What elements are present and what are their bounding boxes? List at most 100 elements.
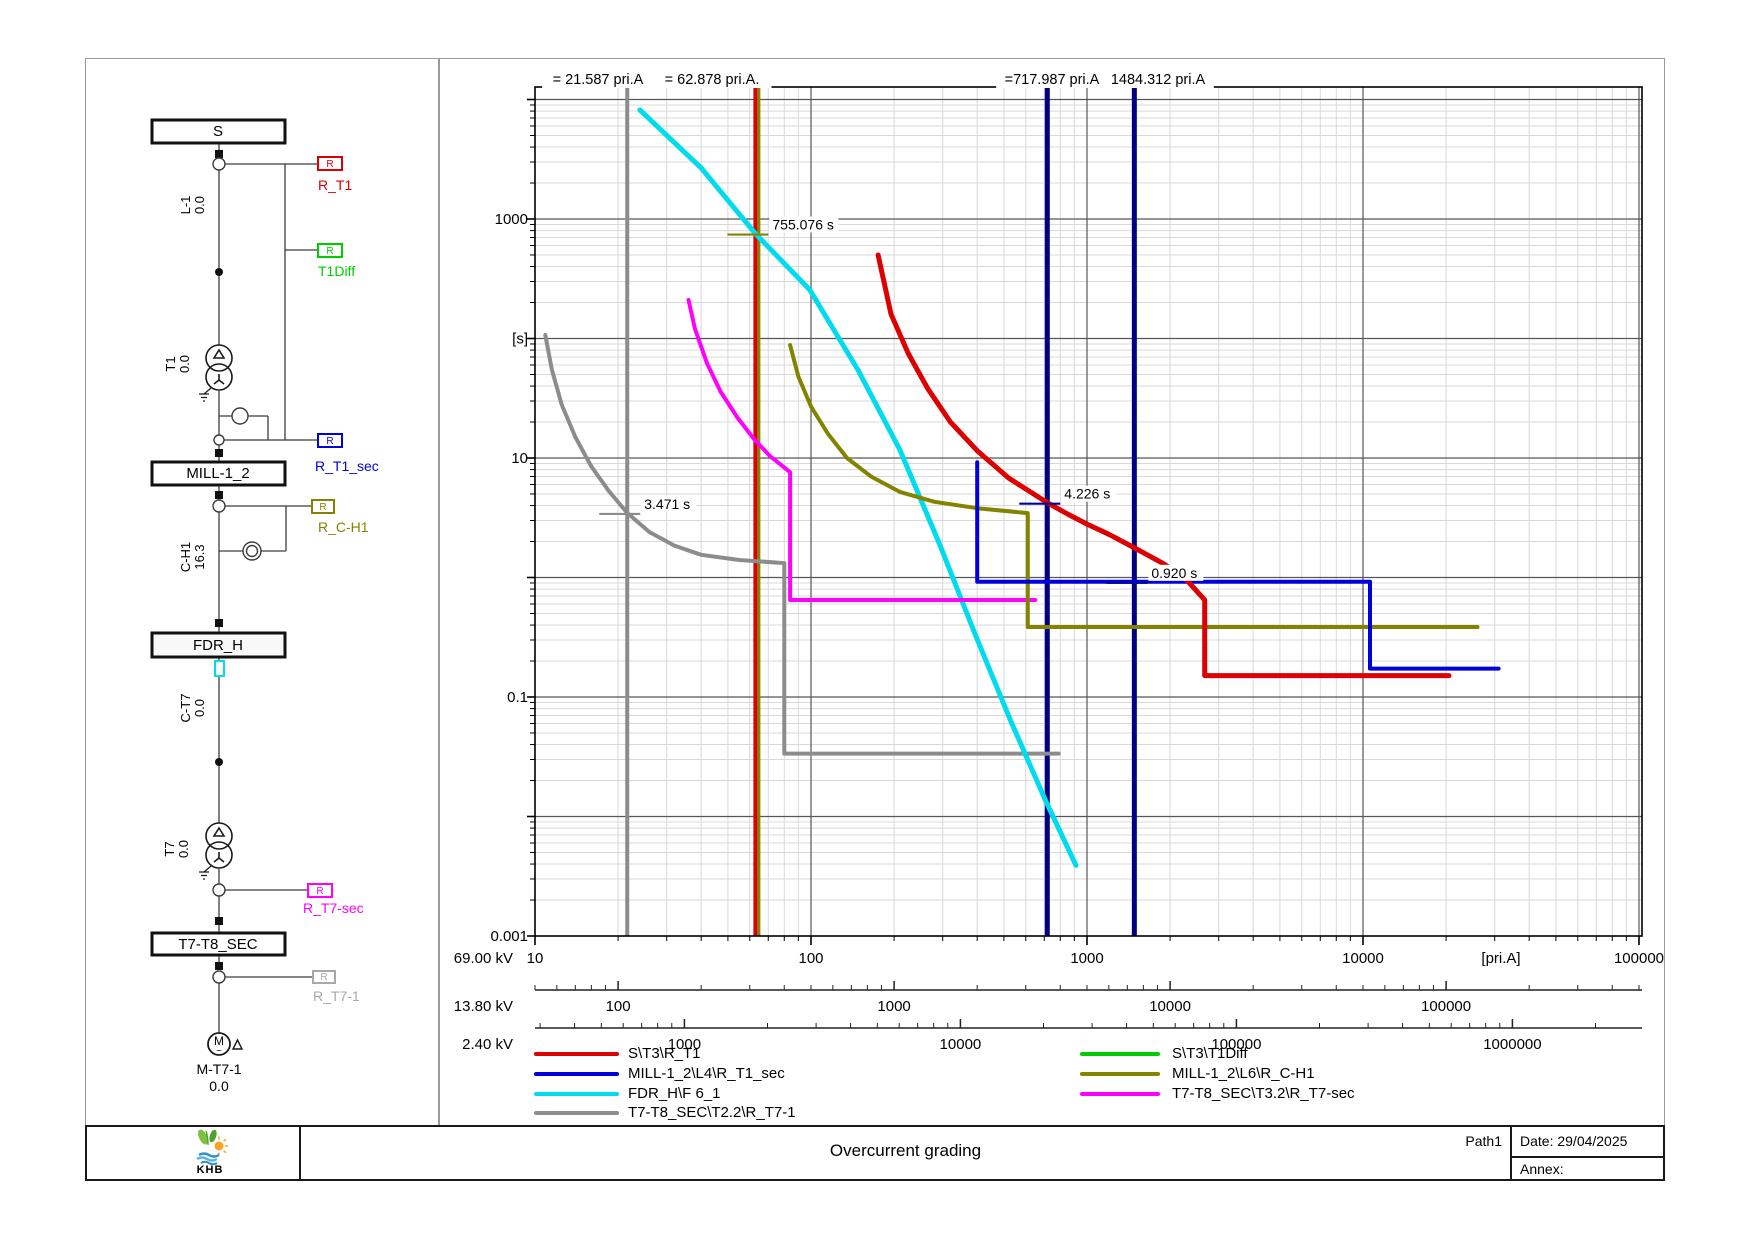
fault-label-bg — [996, 71, 1108, 88]
sub-axis-label: 100000 — [1211, 1036, 1261, 1053]
fault-label-bg — [652, 71, 772, 88]
transformer-t7-label: T7 — [162, 841, 177, 856]
annotation-bg — [1148, 564, 1204, 581]
motor-value: 0.0 — [209, 1078, 229, 1094]
transformer-t1-label: T1 — [163, 356, 178, 371]
x-axis-label: 1000 — [1070, 950, 1103, 967]
breaker-icon[interactable] — [215, 962, 223, 970]
relay-r-t7-1-symbol: R — [320, 972, 327, 983]
breaker-icon[interactable] — [215, 449, 223, 457]
junction-icon — [213, 434, 225, 446]
line-l-1-label: L-1 — [178, 196, 193, 215]
fault-current-label: 1484.312 pri.A — [1111, 72, 1206, 88]
line-l-1-value: 0.0 — [192, 196, 207, 214]
relay-r-t7-1-label: R_T7-1 — [313, 988, 360, 1004]
x-axis-label: 10000 — [1342, 950, 1384, 967]
relay-r-c-h1-symbol: R — [319, 502, 326, 513]
title-block-divider — [299, 1127, 301, 1179]
annotation-bg — [641, 495, 697, 512]
relay-curve[interactable] — [543, 333, 1061, 756]
relay-t1diff[interactable] — [317, 243, 343, 258]
cable-c-h1-value: 16.3 — [192, 544, 207, 569]
y-axis-label: 10 — [511, 450, 528, 467]
branch-labels: L-1 0.0 T1 0.0 C-H1 16.3 C-T7 0.0 T7 0.0 — [162, 196, 207, 858]
motor-m-t7-1[interactable]: M ~ M-T7-1 0.0 — [196, 1032, 244, 1094]
fuse-f6-1-icon[interactable] — [214, 660, 225, 677]
y-axis-label: 0.001 — [490, 928, 528, 945]
x-axis-label: 100 — [798, 950, 823, 967]
title-block-divider — [1512, 1156, 1663, 1158]
breaker-icons[interactable] — [215, 150, 223, 970]
relay-t1diff-label: T1Diff — [318, 263, 355, 279]
junction-icon — [212, 157, 226, 171]
annotation-bg — [1061, 485, 1117, 502]
bus-t7-t8-sec[interactable] — [150, 931, 287, 957]
relay-r-c-h1-label: R_C-H1 — [318, 519, 369, 535]
sub-axis-label: 10000 — [1149, 998, 1191, 1015]
breaker-icon[interactable] — [215, 491, 223, 499]
ct-icon — [245, 544, 259, 558]
relay-curve[interactable] — [975, 460, 1501, 671]
sub-axis-label: 10000 — [940, 1036, 982, 1053]
fault-current-label: =717.987 pri.A — [1005, 72, 1100, 88]
relay-r-t1[interactable] — [317, 156, 343, 171]
relay-curve[interactable] — [788, 343, 1480, 629]
ground-icon — [199, 865, 212, 880]
title-block: KHB Overcurrent grading Path1 Date: 29/0… — [85, 1125, 1665, 1181]
bus-fdr-h-label: FDR_H — [193, 637, 243, 654]
sub-axis-label: 1000000 — [1483, 1036, 1541, 1053]
voltage-label-69kv: 69.00 kV — [454, 950, 513, 967]
junction-icon — [212, 499, 226, 513]
node-dot — [215, 268, 223, 276]
fault-current-label: = 62.878 pri.A. — [665, 72, 760, 88]
relay-r-t7-sec[interactable] — [307, 883, 333, 898]
title-block-divider — [1510, 1127, 1512, 1179]
relay-r-t7-sec-label: R_T7-sec — [303, 900, 364, 916]
transformer-t1[interactable] — [199, 344, 233, 402]
relay-r-t7-1[interactable] — [312, 970, 336, 984]
breaker-icon[interactable] — [215, 917, 223, 925]
axis-ticks — [527, 98, 1640, 945]
axis-labels: 1000 [s] 10 0.1 0.001 10 100 1000 10000 100000 [pr… — [454, 211, 1664, 967]
breaker-icon[interactable] — [215, 150, 223, 158]
panel-divider — [438, 58, 440, 1125]
x-axis-unit-label: [pri.A] — [1481, 950, 1520, 967]
bus-fdr-h[interactable] — [150, 631, 287, 659]
annex-label: Annex: — [1520, 1161, 1564, 1177]
motor-tilde: ~ — [216, 1046, 222, 1057]
relay-r-c-h1[interactable] — [311, 499, 335, 514]
relay-r-t1-symbol: R — [326, 159, 333, 170]
junction-icon — [212, 883, 226, 897]
node-dot — [215, 758, 223, 766]
ground-icon — [199, 387, 212, 402]
relay-curve[interactable] — [686, 298, 1038, 602]
bus-s-label: S — [213, 123, 223, 140]
relay-curve[interactable] — [637, 107, 1079, 868]
transformer-t7[interactable] — [199, 822, 233, 880]
relay-r-t1-sec[interactable] — [317, 433, 343, 448]
single-line-diagram: S MILL-1_2 FDR_H T7-T8_SEC R R_T1 R T1Di… — [150, 118, 379, 1094]
breaker-icon[interactable] — [215, 619, 223, 627]
cable-c-t7-label: C-T7 — [178, 694, 193, 723]
time-annotation-label: 0.920 s — [1151, 565, 1197, 581]
bus-mill-1-2[interactable] — [150, 460, 287, 487]
time-annotation-label: 4.226 s — [1064, 486, 1110, 502]
relay-curve[interactable] — [875, 252, 1452, 679]
x-axis-label: 100000 — [1614, 950, 1664, 967]
sub-axis-label: 100 — [606, 998, 631, 1015]
delta-icon — [231, 1038, 244, 1050]
voltage-label: 13.80 kV — [454, 998, 513, 1015]
y-axis-label: [s] — [512, 331, 528, 348]
bus-s[interactable] — [150, 118, 287, 145]
date-label: Date: 29/04/2025 — [1520, 1133, 1628, 1149]
transformer-t7-value: 0.0 — [176, 840, 191, 858]
time-annotation-label: 3.471 s — [644, 496, 690, 512]
fault-current-labels: = 21.587 pri.A = 62.878 pri.A. =717.987 pr… — [542, 71, 1214, 88]
annotation-bg — [769, 216, 839, 233]
bus-t7-t8-sec-label: T7-T8_SEC — [178, 936, 257, 953]
x-axis-label: 10 — [527, 950, 544, 967]
junction-icon — [212, 970, 226, 984]
time-current-plot: 1000 [s] 10 0.1 0.001 10 100 1000 10000 100000 [pr… — [454, 71, 1664, 1053]
relay-r-t1-sec-symbol: R — [326, 436, 333, 447]
